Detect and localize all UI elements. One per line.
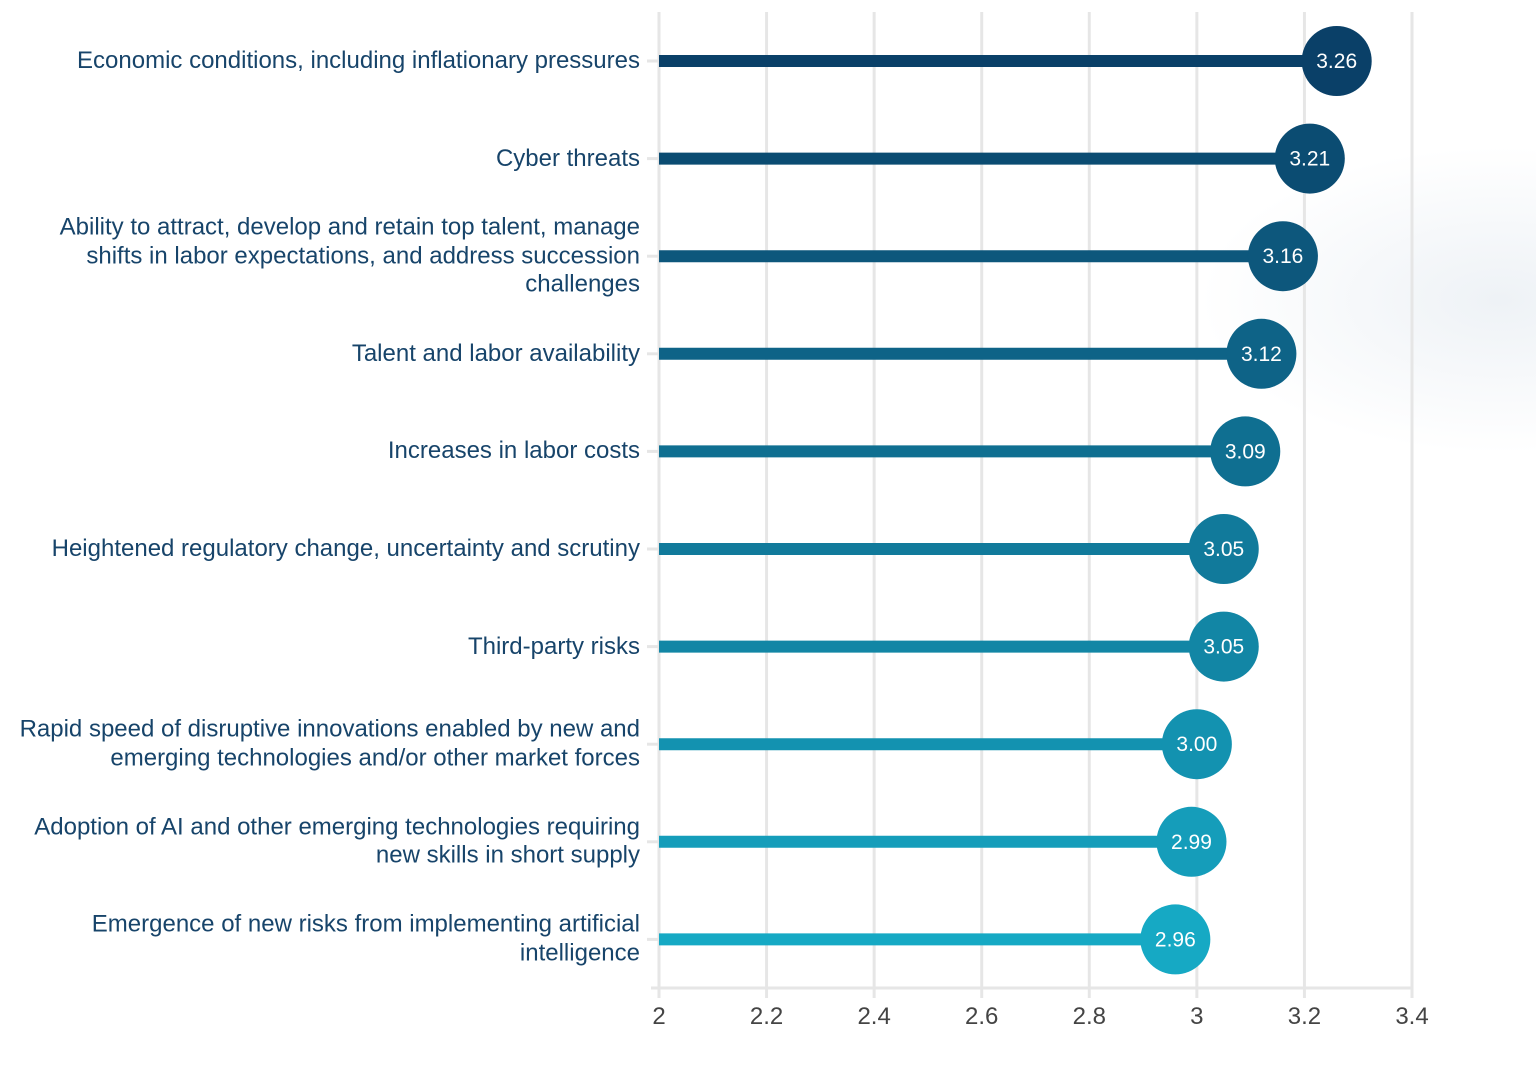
value-label: 3.12 bbox=[1241, 343, 1282, 366]
value-label: 3.26 bbox=[1316, 50, 1357, 73]
x-tick-label: 2.4 bbox=[857, 1003, 890, 1030]
category-label: Heightened regulatory change, uncertaint… bbox=[51, 534, 640, 562]
lollipop-dot bbox=[1226, 318, 1297, 389]
x-tick-label: 2.8 bbox=[1073, 1003, 1106, 1030]
category-label: Third-party risks bbox=[467, 632, 640, 660]
lollipop-dot bbox=[1156, 806, 1227, 877]
lollipop-dot bbox=[1247, 221, 1318, 292]
category-label: Emergence of new risks from implementing… bbox=[91, 910, 640, 967]
category-label: Cyber threats bbox=[495, 144, 640, 172]
value-label: 2.96 bbox=[1155, 928, 1196, 951]
lollipop-dot bbox=[1188, 514, 1259, 584]
lollipop-dot bbox=[1274, 123, 1345, 194]
value-label: 3.16 bbox=[1262, 245, 1303, 268]
lollipop-dot bbox=[1140, 904, 1211, 975]
value-label: 3.00 bbox=[1176, 733, 1217, 756]
x-tick-label: 2 bbox=[652, 1003, 665, 1030]
category-label: Ability to attract, develop and retain t… bbox=[59, 213, 640, 298]
category-label: Rapid speed of disruptive innovations en… bbox=[19, 715, 640, 772]
x-tick-label: 3.2 bbox=[1288, 1003, 1321, 1030]
value-label: 3.09 bbox=[1225, 440, 1266, 463]
x-tick-label: 2.2 bbox=[750, 1003, 783, 1030]
value-label: 3.05 bbox=[1203, 636, 1244, 659]
category-label: Increases in labor costs bbox=[387, 437, 640, 465]
category-label: Talent and labor availability bbox=[351, 339, 640, 367]
x-tick-label: 2.6 bbox=[965, 1003, 998, 1030]
lollipop-dot bbox=[1210, 416, 1281, 487]
category-label: Adoption of AI and other emerging techno… bbox=[34, 813, 640, 869]
category-label: Economic conditions, including inflation… bbox=[77, 46, 640, 74]
value-label: 3.21 bbox=[1289, 148, 1330, 171]
value-label: 2.99 bbox=[1171, 831, 1212, 854]
lollipop-dot bbox=[1161, 709, 1232, 780]
x-tick-label: 3.4 bbox=[1395, 1003, 1428, 1030]
x-tick-label: 3 bbox=[1190, 1003, 1203, 1030]
lollipop-dot bbox=[1188, 611, 1259, 682]
value-label: 3.05 bbox=[1203, 538, 1244, 561]
lollipop-dot bbox=[1301, 26, 1372, 96]
